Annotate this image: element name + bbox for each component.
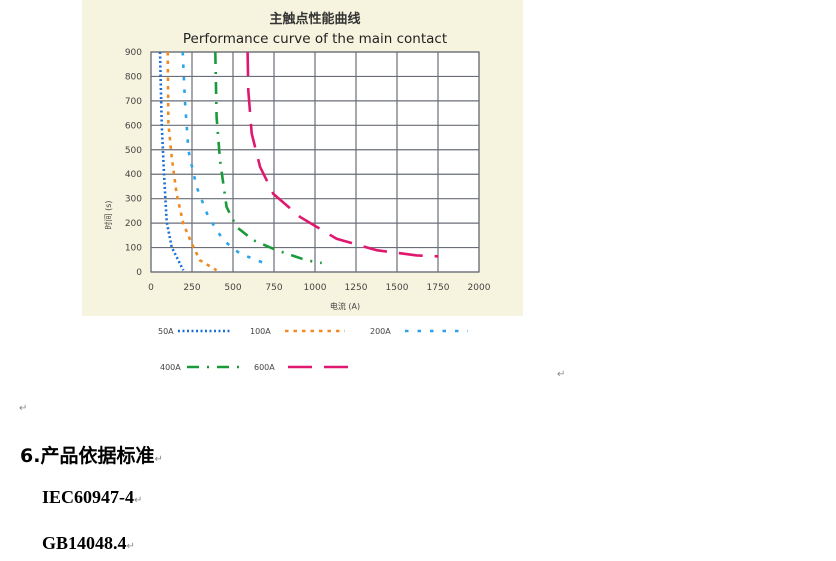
series-line-200a — [181, 51, 271, 267]
standard-item: GB14048.4↵ — [42, 533, 135, 554]
y-tick-label: 700 — [125, 97, 142, 107]
x-tick-label: 1500 — [386, 283, 409, 293]
series-line-400a — [214, 51, 322, 265]
x-tick-label: 1250 — [345, 283, 368, 293]
legend-label: 50A — [158, 327, 174, 336]
y-tick-label: 0 — [136, 268, 142, 278]
legend-label: 200A — [370, 327, 391, 336]
x-tick-label: 1000 — [304, 283, 327, 293]
paragraph-mark: ↵ — [154, 454, 163, 465]
standard-text: IEC60947-4 — [42, 487, 135, 507]
legend-label: 600A — [254, 363, 275, 372]
paragraph-mark: ↵ — [19, 403, 28, 414]
chart-grid — [150, 51, 480, 273]
chart-subtitle: Performance curve of the main contact — [183, 31, 447, 47]
paragraph-mark: ↵ — [557, 369, 566, 380]
section-heading-text: 6.产品依据标准 — [20, 445, 155, 467]
x-tick-label: 750 — [265, 283, 282, 293]
y-tick-label: 400 — [125, 170, 142, 180]
x-tick-label: 0 — [148, 283, 154, 293]
series-line-100a — [166, 51, 218, 272]
y-tick-label: 100 — [125, 244, 142, 254]
standard-text: GB14048.4 — [42, 533, 127, 553]
chart-legend: 50A 100A 200A 400A 600A — [158, 327, 468, 372]
chart-title: 主触点性能曲线 — [269, 11, 360, 27]
standard-item: IEC60947-4↵ — [42, 487, 142, 508]
y-tick-label: 800 — [125, 72, 142, 82]
chart-series — [158, 51, 439, 272]
series-line-600a — [246, 51, 439, 258]
x-axis-ticks: 0 250 500 750 1000 1250 1500 1750 2000 — [148, 283, 491, 293]
y-tick-label: 500 — [125, 146, 142, 156]
x-tick-label: 1750 — [427, 283, 450, 293]
series-line-50a — [158, 51, 185, 271]
legend-label: 100A — [250, 327, 271, 336]
performance-curve-chart: 主触点性能曲线 Performance curve of the main co… — [82, 0, 523, 372]
x-tick-label: 500 — [224, 283, 241, 293]
y-tick-label: 600 — [125, 121, 142, 131]
paragraph-mark: ↵ — [126, 541, 135, 552]
x-tick-label: 2000 — [468, 283, 491, 293]
y-tick-label: 900 — [125, 48, 142, 58]
x-axis-label: 电流 (A) — [330, 301, 360, 311]
paragraph-mark: ↵ — [134, 495, 143, 506]
y-tick-label: 300 — [125, 195, 142, 205]
y-tick-label: 200 — [125, 219, 142, 229]
legend-label: 400A — [160, 363, 181, 372]
section-heading: 6.产品依据标准↵ — [20, 441, 163, 468]
x-tick-label: 250 — [183, 283, 200, 293]
y-axis-ticks: 0 100 200 300 400 500 600 700 800 900 — [125, 48, 142, 278]
y-axis-label: 时间 (s) — [103, 201, 113, 230]
